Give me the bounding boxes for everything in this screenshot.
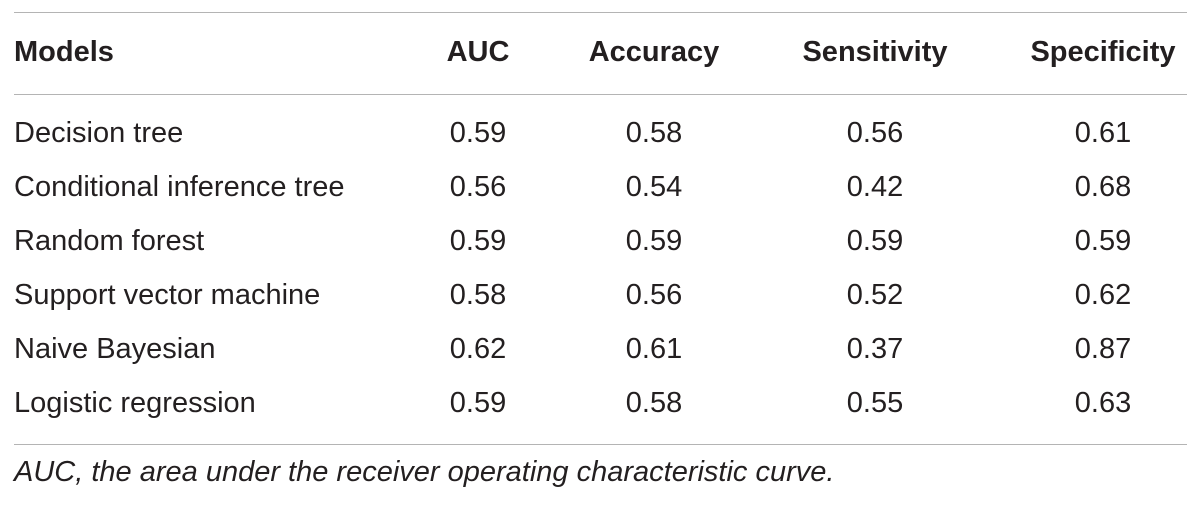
row-specificity: 0.62 [1074, 279, 1132, 311]
header-specificity: Specificity [1030, 36, 1176, 68]
table-row: Decision tree 0.59 0.58 0.56 0.61 [0, 116, 1200, 150]
row-sensitivity: 0.56 [846, 117, 904, 149]
header-sensitivity: Sensitivity [802, 36, 948, 68]
table-row: Conditional inference tree 0.56 0.54 0.4… [0, 170, 1200, 204]
top-rule [14, 12, 1187, 13]
row-sensitivity: 0.42 [846, 171, 904, 203]
row-model-name: Conditional inference tree [14, 171, 345, 203]
row-auc: 0.62 [449, 333, 507, 365]
row-auc: 0.56 [449, 171, 507, 203]
header-accuracy: Accuracy [588, 36, 720, 68]
bottom-rule [14, 444, 1187, 445]
row-sensitivity: 0.37 [846, 333, 904, 365]
row-model-name: Support vector machine [14, 279, 321, 311]
row-accuracy: 0.61 [625, 333, 683, 365]
row-model-name: Random forest [14, 225, 205, 257]
row-accuracy: 0.58 [625, 117, 683, 149]
table-row: Random forest 0.59 0.59 0.59 0.59 [0, 224, 1200, 258]
row-specificity: 0.68 [1074, 171, 1132, 203]
row-specificity: 0.63 [1074, 387, 1132, 419]
row-auc: 0.58 [449, 279, 507, 311]
row-specificity: 0.59 [1074, 225, 1132, 257]
row-accuracy: 0.54 [625, 171, 683, 203]
header-auc: AUC [446, 36, 510, 68]
row-auc: 0.59 [449, 117, 507, 149]
table-row: Support vector machine 0.58 0.56 0.52 0.… [0, 278, 1200, 312]
row-specificity: 0.61 [1074, 117, 1132, 149]
row-model-name: Naive Bayesian [14, 333, 216, 365]
row-auc: 0.59 [449, 225, 507, 257]
row-accuracy: 0.56 [625, 279, 683, 311]
row-sensitivity: 0.55 [846, 387, 904, 419]
row-sensitivity: 0.52 [846, 279, 904, 311]
row-model-name: Decision tree [14, 117, 184, 149]
header-rule [14, 94, 1187, 95]
row-accuracy: 0.59 [625, 225, 683, 257]
table-footnote: AUC, the area under the receiver operati… [14, 456, 835, 488]
row-accuracy: 0.58 [625, 387, 683, 419]
row-model-name: Logistic regression [14, 387, 256, 419]
row-sensitivity: 0.59 [846, 225, 904, 257]
table-row: Naive Bayesian 0.62 0.61 0.37 0.87 [0, 332, 1200, 366]
row-auc: 0.59 [449, 387, 507, 419]
header-models: Models [14, 36, 114, 68]
table-row: Logistic regression 0.59 0.58 0.55 0.63 [0, 386, 1200, 420]
row-specificity: 0.87 [1074, 333, 1132, 365]
